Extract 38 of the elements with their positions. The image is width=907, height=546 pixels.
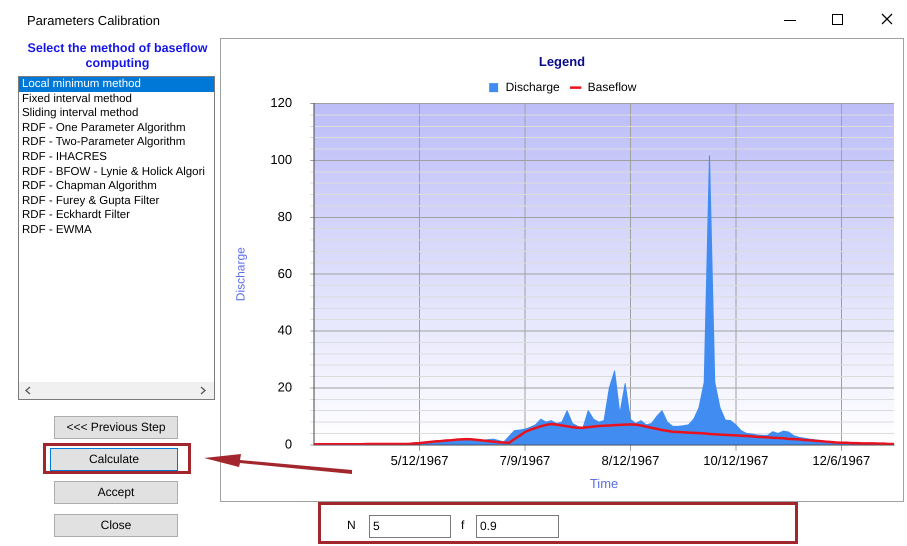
legend-label: Baseflow — [588, 80, 637, 94]
text: RDF - Furey & Gupta Filter — [21, 194, 160, 208]
text: 5 — [369, 515, 451, 538]
x-tick-label: 10/12/1967 — [703, 453, 768, 468]
text: f — [461, 518, 464, 532]
text: Select the method of baseflow computing — [26, 41, 208, 71]
y-tick-label: 100 — [270, 152, 292, 168]
text: RDF - Two-Parameter Algorithm — [21, 135, 186, 150]
x-axis-title: Time — [590, 476, 618, 491]
text: Fixed interval method — [21, 92, 133, 106]
x-tick-label: 8/12/1967 — [601, 453, 660, 468]
text: RDF - Chapman Algorithm — [21, 179, 158, 194]
text: RDF - IHACRES — [21, 150, 108, 165]
text: Accept — [54, 481, 178, 504]
text: Sliding interval method — [21, 106, 140, 121]
y-tick-label: 0 — [284, 436, 292, 452]
text: Local minimum method — [19, 77, 214, 92]
text: Parameters Calibration — [27, 13, 160, 28]
legend-title: Legend — [538, 54, 586, 70]
text: N — [347, 518, 356, 532]
x-tick-label: 7/9/1967 — [500, 453, 550, 468]
text: RDF - One Parameter Algorithm — [21, 120, 187, 136]
text: RDF - EWMA — [21, 222, 93, 238]
x-tick-label: 5/12/1967 — [390, 453, 448, 468]
y-tick-label: 40 — [278, 322, 292, 338]
text: Calculate — [50, 448, 178, 471]
text: RDF - BFOW - Lynie & Holick Algori — [21, 164, 206, 180]
y-tick-label: 60 — [278, 266, 292, 281]
y-tick-label: 80 — [278, 208, 292, 224]
text: <<< Previous Step — [54, 416, 178, 439]
y-tick-label: 120 — [270, 95, 292, 110]
x-tick-label: 12/6/1967 — [812, 453, 870, 468]
y-tick-label: 20 — [278, 380, 292, 395]
legend-label: Discharge — [506, 80, 560, 94]
text: RDF - Eckhardt Filter — [21, 208, 131, 223]
text: 0.9 — [476, 515, 559, 538]
y-axis-title: Discharge — [234, 246, 248, 302]
text: Close — [54, 514, 178, 537]
